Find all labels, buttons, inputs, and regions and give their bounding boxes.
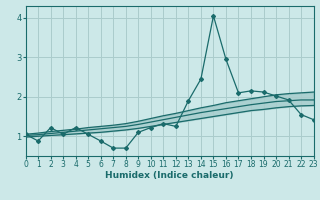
X-axis label: Humidex (Indice chaleur): Humidex (Indice chaleur) (105, 171, 234, 180)
